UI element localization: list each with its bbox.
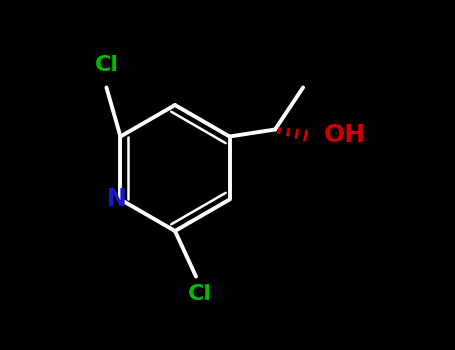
Text: Cl: Cl <box>95 55 118 75</box>
Text: Cl: Cl <box>187 284 212 303</box>
Text: N: N <box>107 188 127 211</box>
Text: OH: OH <box>324 123 366 147</box>
